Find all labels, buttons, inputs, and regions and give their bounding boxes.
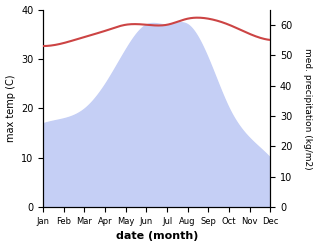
Y-axis label: max temp (C): max temp (C) bbox=[5, 75, 16, 142]
X-axis label: date (month): date (month) bbox=[115, 231, 198, 242]
Y-axis label: med. precipitation (kg/m2): med. precipitation (kg/m2) bbox=[303, 48, 313, 169]
